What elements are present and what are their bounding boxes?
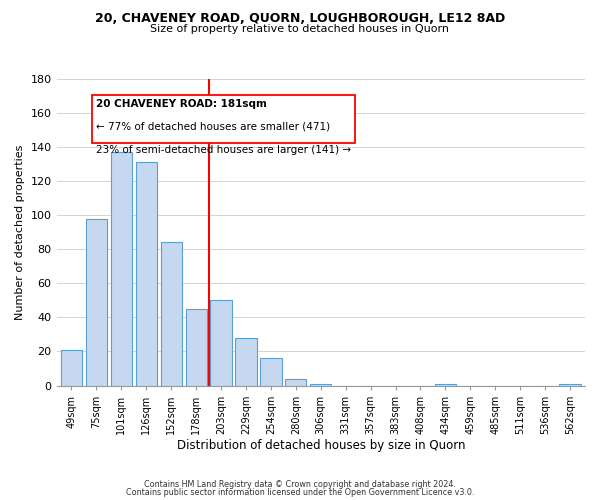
Text: Contains HM Land Registry data © Crown copyright and database right 2024.: Contains HM Land Registry data © Crown c… [144,480,456,489]
Bar [435,384,456,386]
Text: 20 CHAVENEY ROAD: 181sqm: 20 CHAVENEY ROAD: 181sqm [96,99,267,109]
Bar [235,338,257,386]
Bar [559,384,581,386]
Text: 20 CHAVENEY ROAD: 181sqm
← 77% of detached houses are smaller (471)
23% of semi-: 20 CHAVENEY ROAD: 181sqm ← 77% of detach… [96,99,352,140]
Text: 20, CHAVENEY ROAD, QUORN, LOUGHBOROUGH, LE12 8AD: 20, CHAVENEY ROAD, QUORN, LOUGHBOROUGH, … [95,12,505,26]
Bar [111,152,132,386]
Bar [211,300,232,386]
X-axis label: Distribution of detached houses by size in Quorn: Distribution of detached houses by size … [176,440,465,452]
Text: ← 77% of detached houses are smaller (471): ← 77% of detached houses are smaller (47… [96,122,331,132]
Y-axis label: Number of detached properties: Number of detached properties [15,144,25,320]
Bar [285,378,307,386]
Bar [185,309,207,386]
Text: Size of property relative to detached houses in Quorn: Size of property relative to detached ho… [151,24,449,34]
Bar [61,350,82,386]
Bar [86,218,107,386]
Bar [260,358,281,386]
Bar [136,162,157,386]
Bar [310,384,331,386]
Text: Contains public sector information licensed under the Open Government Licence v3: Contains public sector information licen… [126,488,474,497]
Text: 23% of semi-detached houses are larger (141) →: 23% of semi-detached houses are larger (… [96,145,352,155]
Bar [161,242,182,386]
